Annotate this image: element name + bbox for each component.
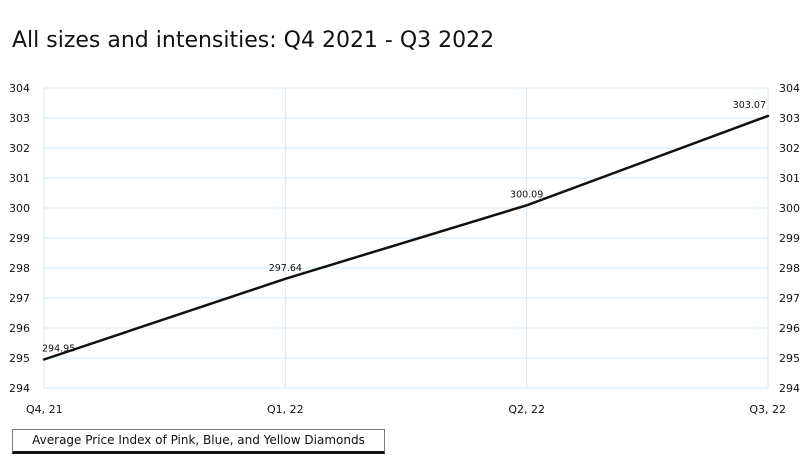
y-tick-label: 299 bbox=[9, 232, 30, 245]
chart-title: All sizes and intensities: Q4 2021 - Q3 … bbox=[12, 28, 495, 53]
y-tick-label-right: 302 bbox=[779, 142, 800, 155]
y-axis-right: 304 303 302 301 300 299 298 297 296 295 294 bbox=[779, 82, 800, 395]
y-tick-label: 296 bbox=[9, 322, 30, 335]
data-label: 294.95 bbox=[42, 344, 75, 355]
x-axis: Q4, 21 Q1, 22 Q2, 22 Q3, 22 bbox=[26, 403, 786, 416]
y-axis-left: 304 303 302 301 300 299 298 297 296 295 294 bbox=[9, 82, 30, 395]
y-tick-label-right: 295 bbox=[779, 352, 800, 365]
y-tick-label: 302 bbox=[9, 142, 30, 155]
y-tick-label-right: 301 bbox=[779, 172, 800, 185]
legend-item[interactable]: Average Price Index of Pink, Blue, and Y… bbox=[12, 429, 385, 454]
data-labels: 294.95 297.64 300.09 303.07 bbox=[42, 100, 766, 355]
y-tick-label-right: 297 bbox=[779, 292, 800, 305]
y-tick-label-right: 298 bbox=[779, 262, 800, 275]
data-label: 300.09 bbox=[510, 189, 543, 200]
y-tick-label: 300 bbox=[9, 202, 30, 215]
data-label: 303.07 bbox=[733, 100, 766, 111]
y-tick-label-right: 299 bbox=[779, 232, 800, 245]
y-tick-label-right: 294 bbox=[779, 382, 800, 395]
y-tick-label: 295 bbox=[9, 352, 30, 365]
x-tick-label: Q2, 22 bbox=[508, 403, 545, 416]
y-tick-label-right: 304 bbox=[779, 82, 800, 95]
y-tick-label: 297 bbox=[9, 292, 30, 305]
data-label: 297.64 bbox=[269, 263, 302, 274]
y-tick-label: 304 bbox=[9, 82, 30, 95]
series-line bbox=[42, 114, 770, 361]
x-tick-label: Q4, 21 bbox=[26, 403, 63, 416]
x-tick-label: Q1, 22 bbox=[267, 403, 304, 416]
series-layer bbox=[42, 114, 770, 361]
y-tick-label-right: 300 bbox=[779, 202, 800, 215]
y-tick-label: 298 bbox=[9, 262, 30, 275]
grid bbox=[43, 87, 769, 389]
y-tick-label: 294 bbox=[9, 382, 30, 395]
y-tick-label: 301 bbox=[9, 172, 30, 185]
y-tick-label-right: 303 bbox=[779, 112, 800, 125]
y-tick-label-right: 296 bbox=[779, 322, 800, 335]
y-tick-label: 303 bbox=[9, 112, 30, 125]
x-tick-label: Q3, 22 bbox=[749, 403, 786, 416]
